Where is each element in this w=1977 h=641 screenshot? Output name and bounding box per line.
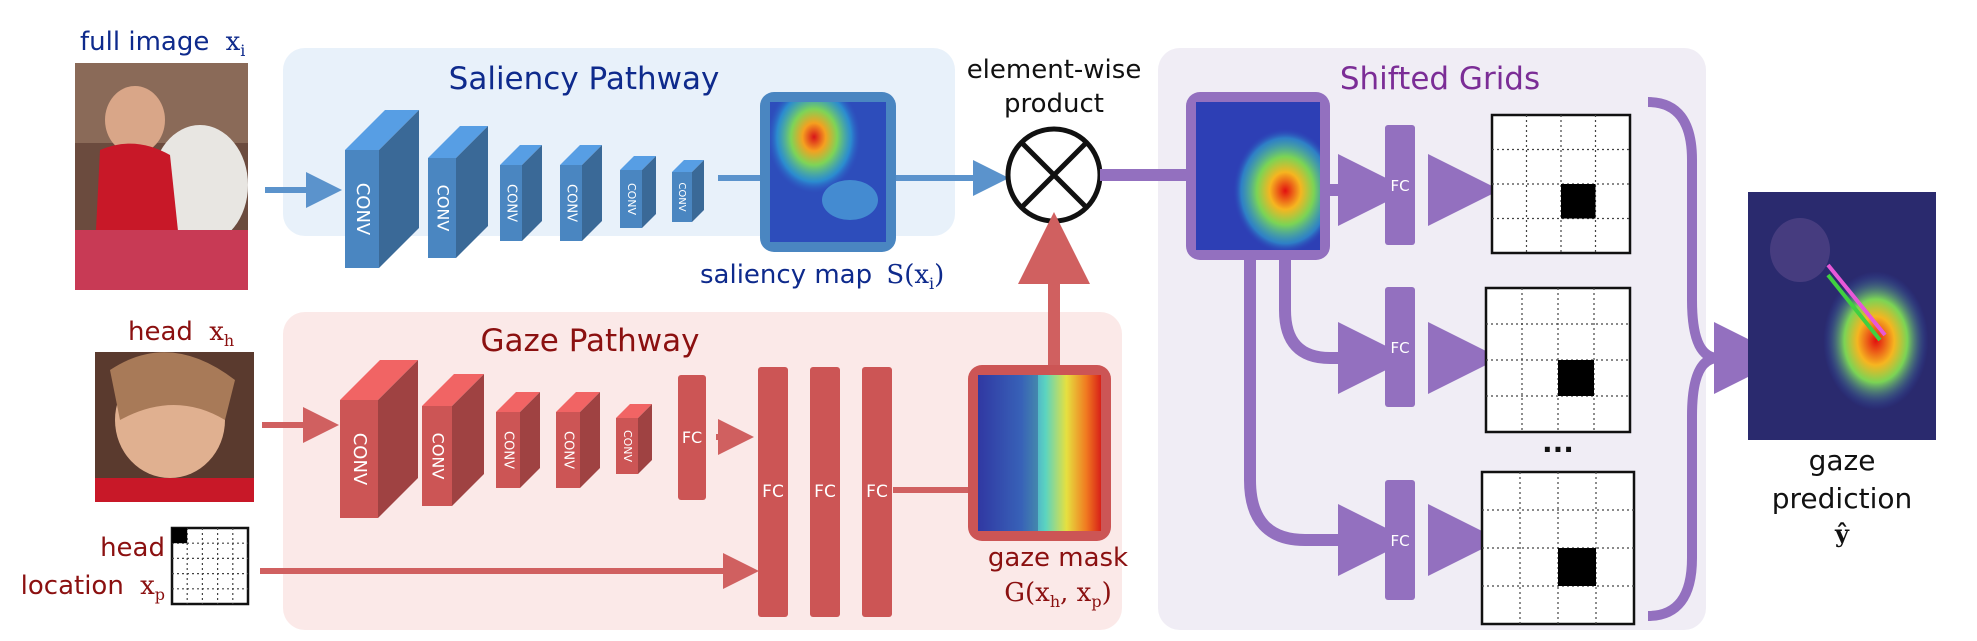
- gaze-fc-label: FC: [866, 482, 888, 502]
- shifted-fc-3: FC: [1385, 480, 1415, 600]
- shifted-fc-label: FC: [1390, 339, 1409, 357]
- shifted-fc-2: FC: [1385, 287, 1415, 407]
- shifted-fc-1: FC: [1385, 125, 1415, 245]
- head-location-grid: [170, 526, 250, 606]
- saliency-conv-1: CONV: [345, 110, 419, 268]
- gaze-mask-label: gaze mask: [988, 543, 1128, 573]
- head-location-label-line1: head: [100, 533, 165, 563]
- conv-label: CONV: [352, 183, 373, 236]
- gaze-fc-layer-1: FC: [678, 375, 706, 500]
- gaze-conv-2: CONV: [422, 374, 484, 506]
- active-cell: [1558, 548, 1596, 586]
- shifted-grid-2: [1484, 286, 1632, 434]
- grid-branch-paths: [1244, 260, 1360, 546]
- active-cell: [172, 528, 188, 544]
- shifted-grid-1: [1490, 113, 1632, 255]
- conv-label: CONV: [434, 185, 453, 232]
- saliency-conv-6: CONV: [672, 160, 704, 222]
- shifted-grid-3: [1480, 470, 1636, 626]
- saliency-conv-5: CONV: [620, 156, 656, 228]
- conv-label: CONV: [621, 430, 634, 463]
- head-label: head xh: [128, 317, 234, 350]
- conv-label: CONV: [501, 431, 516, 469]
- shifted-grid-outputs: [1480, 113, 1636, 626]
- product-map-image: [1186, 92, 1330, 260]
- gaze-pathway-title: Gaze Pathway: [480, 323, 699, 359]
- saliency-map-image: [760, 92, 896, 252]
- gaze-prediction-image: [1748, 192, 1936, 440]
- element-wise-product-symbol: [1005, 126, 1103, 224]
- saliency-conv-3: CONV: [500, 145, 542, 241]
- conv-label: CONV: [429, 433, 448, 480]
- shifted-grids-title: Shifted Grids: [1340, 61, 1540, 97]
- saliency-conv-stack: CONV CONV CONV CONV CONV CONV: [345, 110, 704, 268]
- conv-label: CONV: [349, 433, 370, 486]
- gaze-fc-label: FC: [682, 428, 702, 447]
- gaze-fc-label: FC: [762, 482, 784, 502]
- gaze-conv-stack: CONV CONV CONV CONV CONV: [340, 360, 652, 518]
- grids-ellipsis: ...: [1542, 426, 1574, 459]
- gaze-conv-5: CONV: [616, 404, 652, 474]
- gaze-fc-layer-2: FC: [758, 367, 788, 617]
- conv-label: CONV: [676, 182, 687, 211]
- gaze-conv-4: CONV: [556, 392, 600, 488]
- gaze-mask-function: G(xh, xp): [1004, 578, 1112, 611]
- full-image-thumbnail: [75, 63, 248, 290]
- gaze-conv-3: CONV: [496, 392, 540, 488]
- gaze-mask-image: [968, 365, 1111, 541]
- product-label-line1: element-wise: [967, 55, 1142, 85]
- gaze-fc-stack: FC FC FC: [758, 367, 892, 617]
- gaze-fc-layer-3: FC: [810, 367, 840, 617]
- conv-label: CONV: [561, 431, 576, 469]
- active-cell: [1558, 360, 1594, 396]
- saliency-pathway-title: Saliency Pathway: [449, 61, 720, 97]
- gaze-fc-layer-4: FC: [862, 367, 892, 617]
- gaze-fc-label: FC: [814, 482, 836, 502]
- head-location-grid-cells: [170, 526, 250, 606]
- gaze-conv-1: CONV: [340, 360, 418, 518]
- full-image-label: full image xi: [80, 27, 245, 60]
- saliency-map-label: saliency map S(xi): [700, 260, 944, 293]
- conv-label: CONV: [504, 184, 519, 222]
- head-image-thumbnail: [95, 352, 254, 502]
- product-label-line2: product: [1004, 89, 1104, 119]
- shifted-fc-label: FC: [1390, 177, 1409, 195]
- gaze-prediction-line2: prediction: [1772, 482, 1912, 515]
- shifted-grid-fc-layers: FC FC FC: [1385, 125, 1500, 600]
- conv-label: CONV: [625, 183, 638, 216]
- gaze-prediction-line1: gaze: [1809, 444, 1876, 477]
- saliency-conv-4: CONV: [560, 145, 602, 241]
- shifted-fc-label: FC: [1390, 532, 1409, 550]
- gaze-prediction-symbol: ŷ: [1834, 519, 1850, 548]
- conv-label: CONV: [564, 184, 579, 222]
- saliency-conv-2: CONV: [428, 126, 488, 258]
- active-cell: [1561, 184, 1596, 219]
- head-location-label-line2: location xp: [21, 571, 165, 604]
